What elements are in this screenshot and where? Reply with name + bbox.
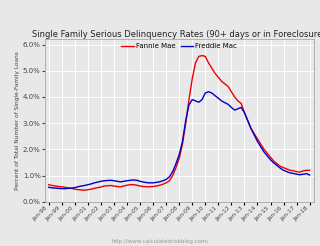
Freddie Mac: [308, 173, 312, 176]
Fannie Mae: [200, 54, 204, 57]
Fannie Mae: [288, 169, 292, 172]
Freddie Mac: [278, 167, 282, 170]
Line: Fannie Mae: Fannie Mae: [49, 56, 310, 190]
Line: Freddie Mac: Freddie Mac: [49, 92, 310, 189]
Freddie Mac: [207, 90, 211, 93]
Fannie Mae: [278, 165, 282, 168]
Legend: Fannie Mae, Freddie Mac: Fannie Mae, Freddie Mac: [121, 43, 237, 49]
Freddie Mac: [288, 171, 292, 174]
Fannie Mae: [246, 119, 250, 122]
Freddie Mac: [47, 186, 51, 189]
Freddie Mac: [60, 187, 64, 190]
Freddie Mac: [216, 97, 220, 100]
Freddie Mac: [246, 119, 250, 122]
Text: http://www.calculatedriskblog.com/: http://www.calculatedriskblog.com/: [111, 239, 209, 244]
Fannie Mae: [216, 76, 220, 79]
Freddie Mac: [265, 154, 269, 157]
Fannie Mae: [83, 189, 86, 192]
Title: Single Family Serious Delinquency Rates (90+ days or in Foreclosure): Single Family Serious Delinquency Rates …: [32, 30, 320, 39]
Y-axis label: Percent of Total Number of Single-Family Loans: Percent of Total Number of Single-Family…: [15, 51, 20, 190]
Fannie Mae: [265, 152, 269, 155]
Fannie Mae: [194, 62, 197, 64]
Fannie Mae: [47, 183, 51, 186]
Freddie Mac: [194, 99, 197, 102]
Fannie Mae: [308, 169, 312, 172]
